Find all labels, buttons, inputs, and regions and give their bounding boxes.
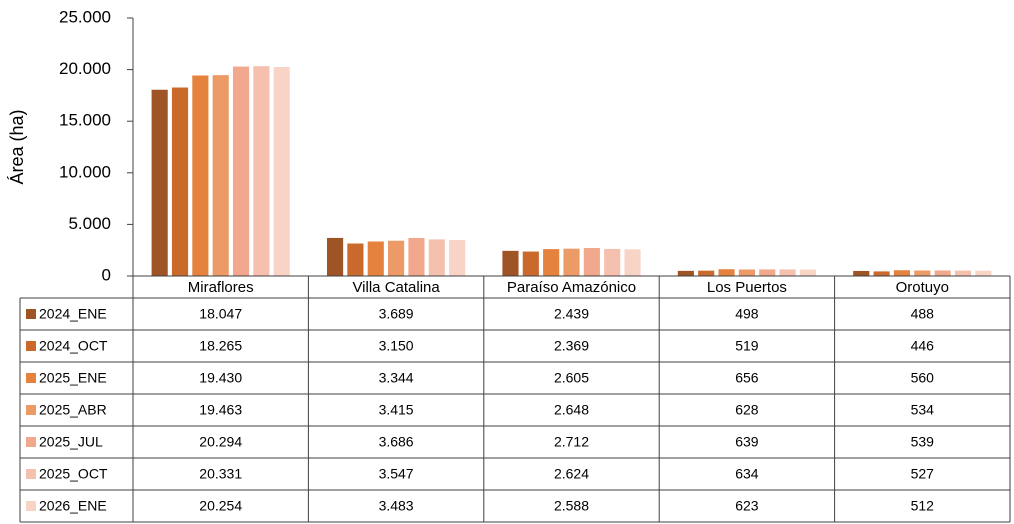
bar [408, 237, 425, 276]
table-value: 2.648 [554, 402, 589, 418]
table-value: 3.547 [379, 466, 414, 482]
table-value: 539 [911, 434, 935, 450]
table-value: 3.415 [379, 402, 414, 418]
table-value: 20.254 [199, 498, 242, 514]
bar [718, 269, 735, 276]
legend-swatch [26, 501, 36, 511]
y-tick-label: 5.000 [68, 214, 111, 233]
bar [151, 89, 168, 276]
table-value: 639 [735, 434, 759, 450]
legend-swatch [26, 405, 36, 415]
category-label: Paraíso Amazónico [507, 279, 636, 296]
bar [779, 269, 796, 276]
bar [954, 270, 972, 276]
y-tick-label: 15.000 [59, 111, 111, 130]
legend-swatch [26, 309, 36, 319]
bar [171, 87, 189, 276]
bar [914, 270, 931, 276]
bar [347, 243, 364, 276]
table-value: 3.344 [379, 370, 414, 386]
legend-label: 2025_OCT [39, 466, 108, 482]
table-value: 560 [911, 370, 935, 386]
table-value: 488 [911, 306, 935, 322]
category-label: Los Puertos [707, 279, 787, 296]
bar [449, 240, 466, 276]
legend-swatch [26, 437, 36, 447]
bar [563, 248, 580, 276]
bar [738, 269, 755, 276]
category-label: Villa Catalina [352, 279, 440, 296]
bar [212, 75, 229, 276]
y-tick-label: 20.000 [59, 59, 111, 78]
category-label: Orotuyo [896, 279, 949, 296]
table-value: 2.588 [554, 498, 589, 514]
bar [934, 270, 951, 276]
bar [893, 270, 911, 276]
table-value: 446 [911, 338, 935, 354]
legend-label: 2026_ENE [39, 498, 107, 514]
bar [232, 66, 250, 276]
table-value: 3.483 [379, 498, 414, 514]
bar [698, 270, 715, 276]
table-value: 656 [735, 370, 759, 386]
bar [604, 248, 621, 276]
table-value: 519 [735, 338, 759, 354]
table-value: 2.369 [554, 338, 589, 354]
legend-swatch [26, 469, 36, 479]
table-value: 628 [735, 402, 759, 418]
bar [583, 248, 600, 276]
y-tick-label: 25.000 [59, 7, 111, 26]
legend-swatch [26, 341, 36, 351]
table-value: 3.686 [379, 434, 414, 450]
table-value: 3.689 [379, 306, 414, 322]
category-label: Miraflores [188, 279, 254, 296]
table-value: 18.265 [199, 338, 242, 354]
y-tick-label: 10.000 [59, 162, 111, 181]
table-value: 2.712 [554, 434, 589, 450]
table-value: 512 [911, 498, 935, 514]
bar [502, 250, 519, 276]
bar [428, 239, 445, 276]
bar [873, 271, 890, 276]
legend-label: 2025_ABR [39, 402, 107, 418]
bar [326, 237, 344, 276]
bar [624, 249, 641, 276]
y-axis-label: Área (ha) [7, 109, 27, 184]
bar [522, 251, 539, 276]
table-value: 623 [735, 498, 759, 514]
bar [975, 270, 992, 276]
legend-label: 2025_JUL [39, 434, 103, 450]
bar [543, 249, 560, 276]
table-value: 19.463 [199, 402, 242, 418]
table-value: 18.047 [199, 306, 242, 322]
y-tick-label: 0 [102, 265, 111, 284]
bar [253, 66, 270, 276]
table-value: 2.605 [554, 370, 589, 386]
table-value: 2.624 [554, 466, 589, 482]
bar [367, 241, 384, 276]
table-value: 534 [911, 402, 935, 418]
bar [799, 269, 817, 276]
bar [192, 75, 209, 277]
bar [273, 66, 290, 276]
bar [759, 269, 776, 276]
table-value: 19.430 [199, 370, 242, 386]
bar [677, 270, 694, 276]
table-value: 20.331 [199, 466, 242, 482]
legend-label: 2025_ENE [39, 370, 107, 386]
table-value: 634 [735, 466, 759, 482]
legend-swatch [26, 373, 36, 383]
legend-label: 2024_OCT [39, 338, 108, 354]
table-value: 527 [911, 466, 935, 482]
legend-label: 2024_ENE [39, 306, 107, 322]
table-value: 3.150 [379, 338, 414, 354]
bar [853, 270, 870, 276]
bar [388, 240, 405, 276]
table-value: 20.294 [199, 434, 242, 450]
table-value: 2.439 [554, 306, 589, 322]
table-value: 498 [735, 306, 759, 322]
